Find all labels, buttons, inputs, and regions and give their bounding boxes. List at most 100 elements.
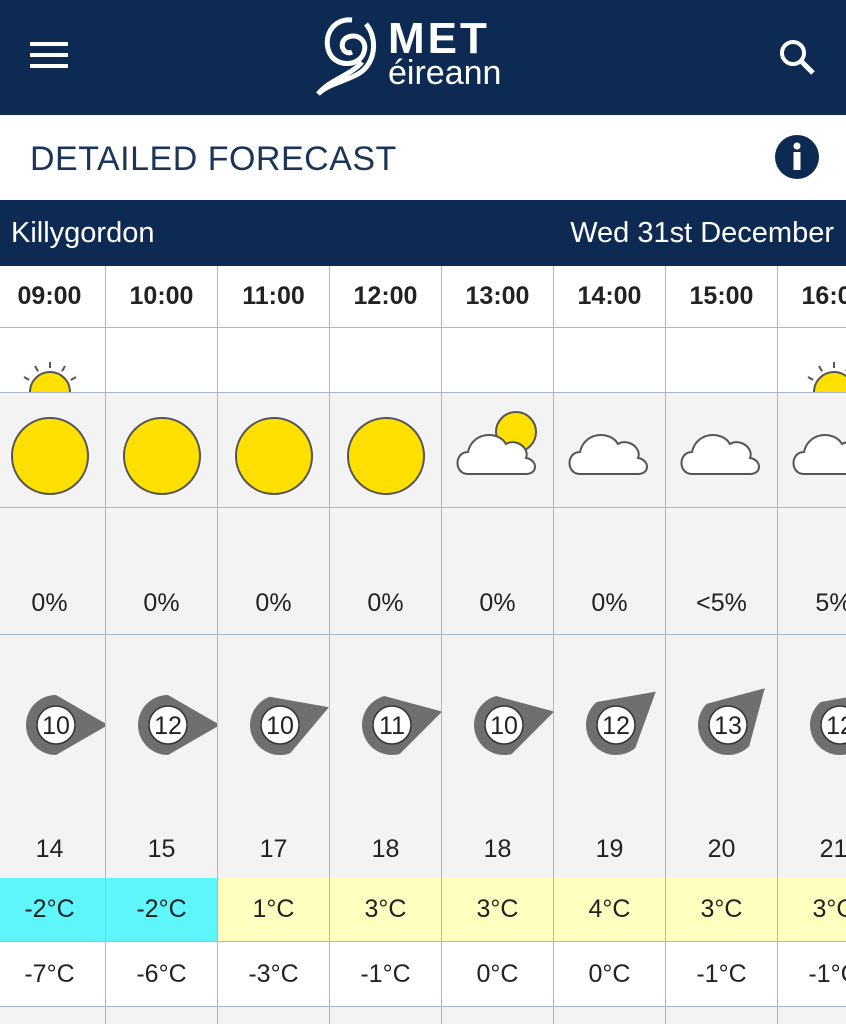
wind-cell: 10 18 <box>442 635 553 877</box>
weather-icon <box>568 434 648 475</box>
weather-cell <box>666 393 777 508</box>
temp-cell: 3°C <box>666 878 777 942</box>
feels-cell: -7°C <box>0 942 105 1007</box>
wind-speed: 12 <box>154 712 182 740</box>
sunrise-icon <box>23 362 76 392</box>
temp-cell: 4°C <box>554 878 665 942</box>
wind-speed: 13 <box>714 712 742 740</box>
precip-cell: 0% <box>218 508 329 635</box>
sun <box>812 371 846 392</box>
temp-cell: 3°C <box>778 878 846 942</box>
wind-inner <box>147 705 188 745</box>
precip: 0% <box>367 589 404 617</box>
weather-icon <box>234 417 313 495</box>
precip: 0% <box>255 589 292 617</box>
wind-inner <box>595 705 636 745</box>
sunrise-icon <box>807 362 846 392</box>
weather-icon <box>680 434 760 475</box>
time-cell: 11:00 <box>218 266 329 328</box>
forecast-column: 14:00 0% 12 19 4°C 0°C <box>554 266 666 1024</box>
wind-cell: 10 17 <box>218 635 329 877</box>
sun-ray <box>817 365 823 372</box>
precip-cell: 0% <box>442 508 553 635</box>
wind-inner <box>483 705 524 745</box>
sun-ray <box>23 376 30 381</box>
wind-speed: 10 <box>490 712 518 740</box>
gust: 18 <box>483 835 512 863</box>
sunrise-cell <box>778 328 846 393</box>
weather-cell <box>330 393 441 508</box>
feels-cell: -1°C <box>330 942 441 1007</box>
forecast-column: 16:00 5% 12 21 3°C-1°C <box>778 266 846 1024</box>
gust: 21 <box>819 835 846 863</box>
sun <box>234 417 313 495</box>
feels-cell: -6°C <box>106 942 217 1007</box>
precip: 0% <box>591 589 628 617</box>
sunrise-cell <box>442 328 553 393</box>
precip-cell: 5% <box>778 508 846 635</box>
weather-cell <box>0 393 105 508</box>
time-cell: 15:00 <box>666 266 777 328</box>
wind-cell: 13 20 <box>666 635 777 877</box>
feels-cell: -3°C <box>218 942 329 1007</box>
wind-icon: 12 <box>137 695 217 755</box>
wind-icon: 10 <box>249 696 329 755</box>
time-cell: 10:00 <box>106 266 217 328</box>
wind-icon: 13 <box>697 688 765 755</box>
precip-cell: 0% <box>330 508 441 635</box>
weather-icon <box>346 417 425 495</box>
weather-icon <box>792 434 846 475</box>
precip-cell: 0% <box>0 508 105 635</box>
weather-cell <box>106 393 217 508</box>
sun <box>346 417 425 495</box>
weather-cell <box>778 393 846 508</box>
precip-cell: 0% <box>554 508 665 635</box>
forecast-column: 09:00 0% 10 14 -2°C -7°C <box>0 266 106 1024</box>
feels-cell: 0°C <box>442 942 553 1007</box>
temp-cell: -2°C <box>0 878 105 942</box>
sun <box>122 417 201 495</box>
forecast-column: 10:00 0% 12 15 -2°C -6°C <box>106 266 218 1024</box>
gust: 15 <box>147 835 176 863</box>
wind-inner <box>371 705 412 745</box>
wind-speed: 12 <box>602 712 630 740</box>
sunrise-cell <box>0 328 105 393</box>
logo-subtext: éireann <box>388 54 502 92</box>
precip: 5% <box>815 589 846 617</box>
wind-icon: 10 <box>473 696 553 755</box>
wind-icon: 12 <box>809 691 846 755</box>
info-button[interactable] <box>774 134 820 180</box>
precip: 0% <box>479 589 516 617</box>
forecast-column: 13:00 0% 10 18 3°C 0°C <box>442 266 554 1024</box>
wind-inner <box>819 705 846 745</box>
search-button[interactable] <box>778 38 818 78</box>
time-cell: 14:00 <box>554 266 665 328</box>
wind-speed: 10 <box>42 712 70 740</box>
gust: 17 <box>259 835 288 863</box>
time-cell: 16:00 <box>778 266 846 328</box>
sun-ray <box>69 376 76 381</box>
precip: 0% <box>31 589 68 617</box>
temp-cell: 3°C <box>442 878 553 942</box>
sunrise-cell <box>554 328 665 393</box>
weather-icon <box>456 411 537 475</box>
cloud <box>456 434 536 475</box>
wind-cell: 12 21 <box>778 635 846 877</box>
feels-cell: 0°C <box>554 942 665 1007</box>
temp-cell: 1°C <box>218 878 329 942</box>
gust: 14 <box>35 835 64 863</box>
sun-ray <box>33 365 39 372</box>
wind-speed: 10 <box>266 712 294 740</box>
time-cell: 12:00 <box>330 266 441 328</box>
logo-text: MET <box>388 14 490 63</box>
time-cell: 13:00 <box>442 266 553 328</box>
forecast-column: 15:00 <5% 13 20 3°C -1°C <box>666 266 778 1024</box>
location-bar: Killygordon Wed 31st December <box>0 200 846 266</box>
wind-speed: 11 <box>379 712 405 740</box>
weather-cell <box>442 393 553 508</box>
gust: 20 <box>707 835 736 863</box>
weather-cell <box>554 393 665 508</box>
menu-button[interactable] <box>30 40 70 70</box>
temp-cell: 3°C <box>330 878 441 942</box>
